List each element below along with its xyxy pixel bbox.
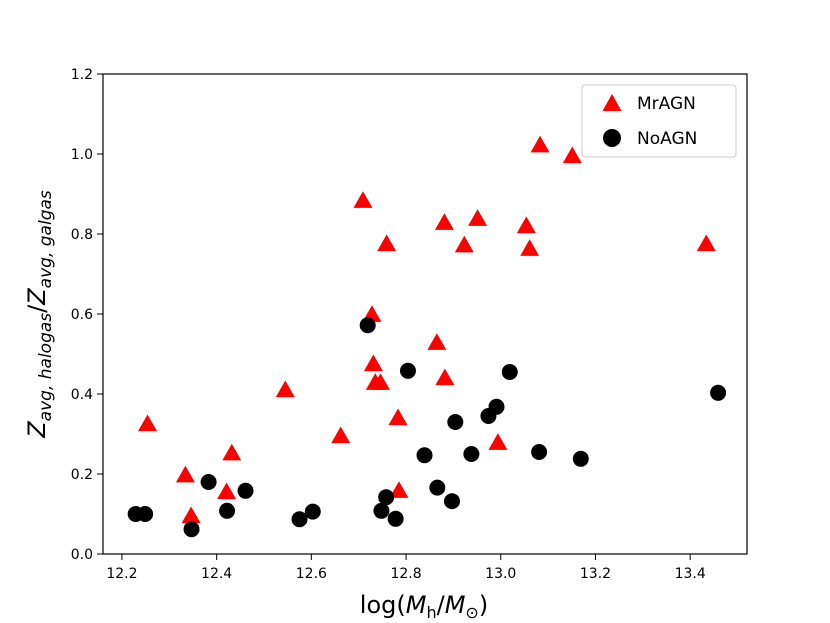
x-axis: 12.2 12.4 12.6 12.8 13.0 13.2 13.4	[106, 554, 706, 582]
point-noagn	[373, 502, 390, 519]
legend: MrAGN NoAGN	[581, 84, 737, 158]
y-axis: 0.0 0.2 0.4 0.6 0.8 1.0 1.2	[71, 67, 103, 563]
x-tick-label: 12.2	[106, 566, 137, 582]
point-noagn	[399, 362, 416, 379]
y-tick-label: 0.4	[71, 387, 93, 403]
point-noagn	[463, 446, 480, 462]
x-tick-label: 13.2	[580, 566, 611, 582]
x-tick-label: 12.8	[390, 566, 421, 582]
point-mragn	[363, 354, 383, 372]
legend-marker-noagn	[603, 129, 621, 147]
point-noagn	[429, 479, 446, 496]
y-tick-label: 0.6	[71, 307, 93, 323]
point-mragn	[427, 333, 447, 350]
point-noagn	[378, 489, 395, 506]
point-mragn	[222, 443, 242, 461]
point-mragn	[370, 373, 390, 390]
point-mragn	[696, 234, 716, 252]
point-mragn	[377, 234, 397, 252]
point-mragn	[138, 414, 158, 432]
point-noagn	[387, 510, 404, 527]
point-mragn	[520, 239, 540, 256]
x-tick-label: 12.6	[296, 566, 327, 582]
point-mragn	[353, 191, 373, 208]
point-noagn	[710, 384, 727, 401]
point-noagn	[237, 482, 254, 499]
point-mragn	[275, 380, 295, 398]
point-noagn	[501, 364, 518, 380]
x-tick-label: 13.0	[485, 566, 516, 582]
point-mragn	[435, 368, 455, 386]
y-tick-label: 0.0	[71, 547, 93, 563]
point-mragn	[217, 482, 237, 500]
point-mragn	[175, 465, 195, 483]
x-tick-label: 13.4	[675, 566, 706, 582]
y-axis-label: Zavg, halogas/Zavg, galgas	[23, 190, 56, 439]
x-axis-label: log(Mh/M⊙)	[360, 591, 488, 622]
y-tick-label: 0.2	[71, 467, 93, 483]
legend-label-mragn: MrAGN	[637, 94, 696, 114]
point-mragn	[516, 216, 536, 234]
point-noagn	[531, 444, 548, 460]
point-noagn	[488, 398, 505, 415]
point-noagn	[572, 450, 589, 467]
point-mragn	[389, 481, 409, 498]
point-mragn	[181, 506, 201, 524]
point-noagn	[183, 521, 200, 538]
point-mragn	[331, 426, 351, 444]
point-noagn	[200, 474, 217, 490]
point-noagn	[359, 317, 376, 334]
point-noagn	[416, 447, 433, 464]
y-tick-label: 1.0	[71, 147, 93, 163]
point-noagn	[137, 506, 154, 522]
point-mragn	[434, 213, 454, 230]
point-noagn	[443, 493, 460, 510]
point-noagn	[304, 503, 321, 520]
point-mragn	[454, 235, 474, 253]
y-tick-label: 1.2	[71, 67, 93, 83]
legend-marker-mragn	[602, 94, 622, 111]
point-mragn	[388, 408, 408, 426]
point-mragn	[562, 146, 582, 164]
point-noagn	[291, 511, 308, 528]
point-mragn	[488, 433, 508, 450]
y-tick-label: 0.8	[71, 227, 93, 243]
data-markers	[127, 135, 727, 538]
x-tick-label: 12.4	[201, 566, 232, 582]
point-mragn	[530, 135, 550, 153]
point-noagn	[447, 414, 464, 430]
point-noagn	[219, 502, 236, 519]
point-mragn	[468, 209, 488, 226]
legend-label-noagn: NoAGN	[637, 129, 697, 149]
